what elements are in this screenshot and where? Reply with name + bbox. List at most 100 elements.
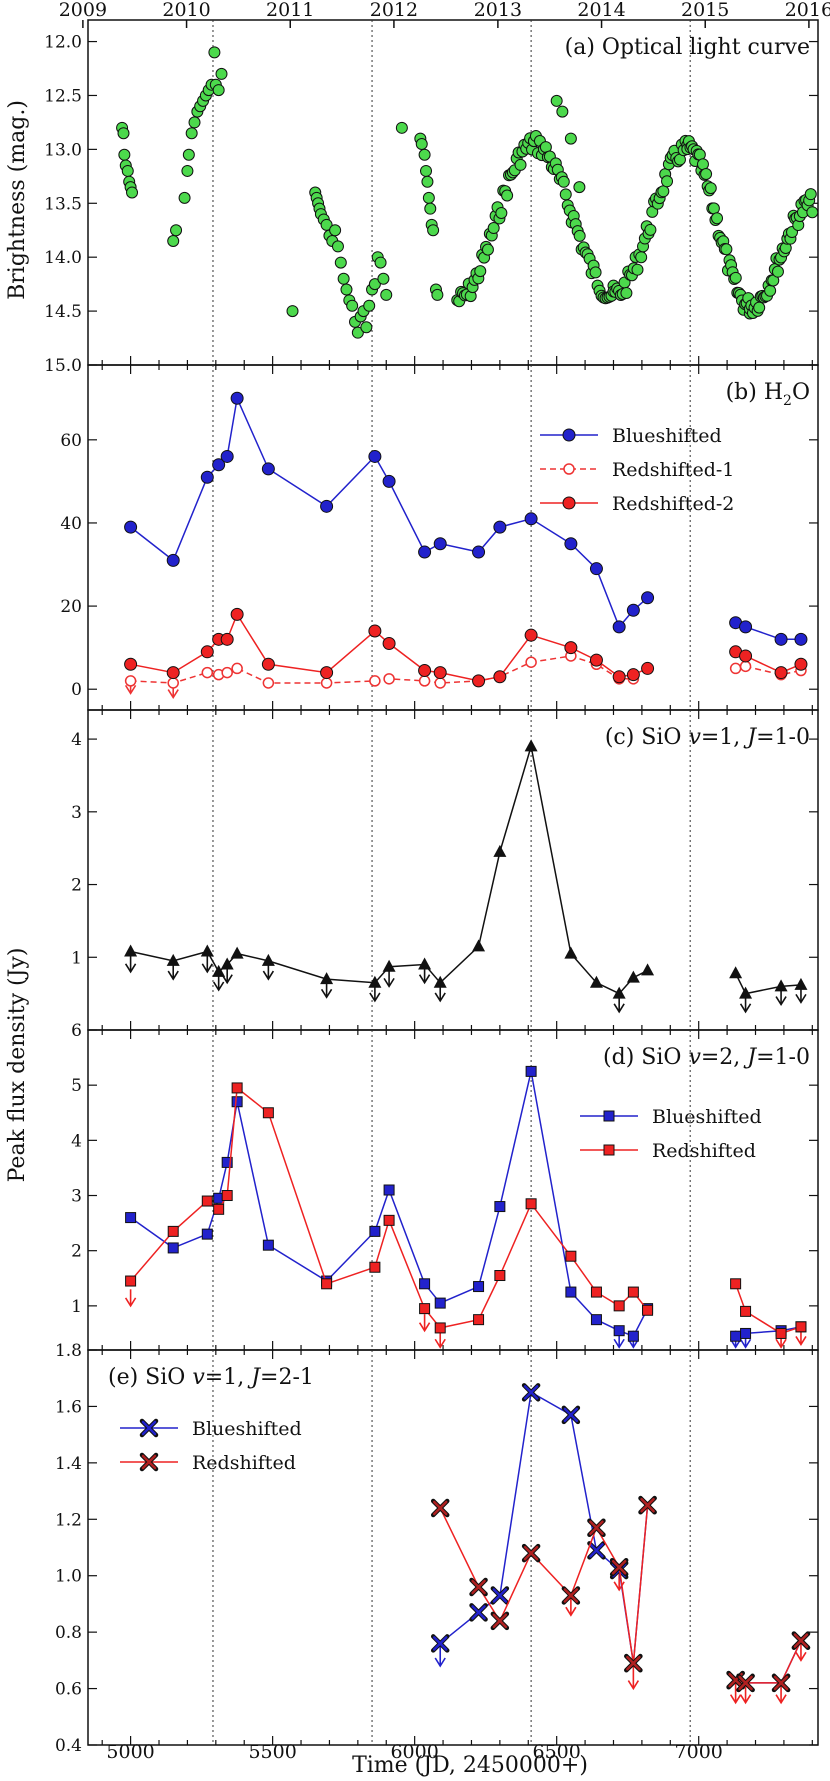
upper-limit-arrowhead: [739, 1694, 752, 1705]
x-marker-core: [492, 1613, 508, 1629]
optical-point: [771, 265, 784, 278]
data-point: [369, 1225, 381, 1237]
optical-point: [117, 127, 130, 140]
data-point: [740, 1327, 752, 1339]
upper-limit-arrowhead: [383, 977, 395, 988]
x-tick-label-6500: 6500: [532, 1741, 580, 1763]
data-point: [368, 975, 382, 988]
optical-point: [704, 182, 717, 195]
optical-point: [657, 185, 670, 198]
data-point: [524, 739, 538, 752]
data-point: [230, 946, 244, 959]
data-point: [729, 662, 742, 675]
x-marker-core: [793, 1633, 809, 1648]
data-point: [201, 1195, 213, 1207]
data-point: [612, 670, 626, 684]
data-point: [434, 1322, 446, 1334]
data-point: [383, 1214, 395, 1226]
panel-c: 1 2 3 4 (c) SiO v=1, J=1-0: [71, 709, 819, 1031]
x-marker-core: [738, 1675, 753, 1691]
optical-point: [340, 283, 353, 296]
data-point: [739, 660, 752, 673]
optical-point: [374, 256, 387, 269]
data-point: [124, 657, 138, 671]
title-part: (a) Optical light curve: [565, 35, 810, 60]
x-marker-core: [611, 1560, 627, 1575]
x-marker-core: [141, 1454, 157, 1470]
data-point: [642, 1304, 654, 1316]
optical-point: [661, 175, 674, 188]
data-point: [125, 1275, 137, 1287]
data-point: [383, 1184, 395, 1196]
upper-limit-arrowhead: [775, 1694, 787, 1705]
upper-limit-arrowhead: [627, 1338, 640, 1349]
upper-limit-arrowhead: [167, 689, 179, 700]
data-point: [368, 624, 382, 638]
top-tick-label-2009: 2009: [59, 0, 107, 21]
data-point: [494, 1201, 506, 1213]
title-part: (b) H: [726, 380, 783, 405]
optical-point: [487, 222, 500, 235]
upper-limit-arrowhead: [369, 992, 381, 1003]
data-point: [368, 449, 382, 463]
data-point: [469, 1577, 488, 1597]
data-point: [221, 666, 233, 679]
optical-point: [422, 191, 435, 204]
data-point: [230, 391, 244, 405]
y-tick-label: 1.8: [55, 1341, 82, 1361]
data-point: [493, 670, 507, 684]
y-tick-label: 6: [71, 1021, 82, 1041]
optical-point: [212, 84, 225, 97]
title-part: =1-0: [756, 725, 810, 750]
optical-point: [573, 181, 586, 194]
upper-limit-arrowhead: [124, 1297, 137, 1308]
upper-limit-arrowhead: [418, 974, 431, 985]
optical-point: [431, 288, 444, 301]
data-point: [524, 512, 538, 526]
data-point: [419, 1303, 431, 1315]
upper-limit-arrowhead: [775, 1338, 787, 1349]
optical-point: [495, 207, 508, 220]
data-point: [565, 1250, 577, 1262]
optical-point: [215, 67, 228, 80]
optical-point: [121, 164, 134, 177]
data-point: [626, 603, 640, 617]
y-tick-label: 1.0: [55, 1567, 82, 1587]
upper-limit-arrowhead: [739, 1003, 752, 1014]
upper-limit-arrowhead: [795, 993, 807, 1004]
data-point: [775, 1327, 787, 1339]
y-tick-label: 40: [60, 514, 82, 534]
optical-point: [550, 94, 563, 107]
top-tick-label-2016: 2016: [785, 0, 830, 21]
data-point: [739, 649, 753, 663]
data-point: [730, 1278, 742, 1290]
data-point: [589, 562, 603, 576]
optical-point: [764, 284, 777, 297]
data-point: [430, 1634, 450, 1653]
y-tick-label: 4: [71, 730, 82, 750]
data-point: [612, 986, 626, 999]
legend-marker: [562, 496, 576, 510]
optical-point: [804, 188, 817, 201]
x-marker-core: [471, 1579, 486, 1595]
data-point: [771, 1673, 791, 1693]
optical-point: [720, 243, 733, 256]
legend-marker: [562, 428, 576, 442]
optical-point: [589, 266, 602, 279]
x-marker-core: [141, 1420, 157, 1436]
data-point: [469, 1603, 488, 1622]
legend-marker: [139, 1452, 159, 1472]
y-tick-label: 14.0: [44, 248, 82, 268]
optical-point: [700, 168, 713, 181]
optical-point: [418, 148, 431, 161]
data-point: [626, 668, 640, 682]
series-line-blueshifted: [439, 1391, 649, 1664]
data-point: [231, 1096, 243, 1108]
x-tick-label-5000: 5000: [106, 1741, 154, 1763]
y-tick-label: 0.6: [55, 1680, 82, 1700]
x-tick-label-5500: 5500: [248, 1741, 296, 1763]
optical-point: [380, 288, 393, 301]
optical-point: [208, 46, 221, 59]
upper-limit-arrowhead: [565, 1606, 577, 1617]
